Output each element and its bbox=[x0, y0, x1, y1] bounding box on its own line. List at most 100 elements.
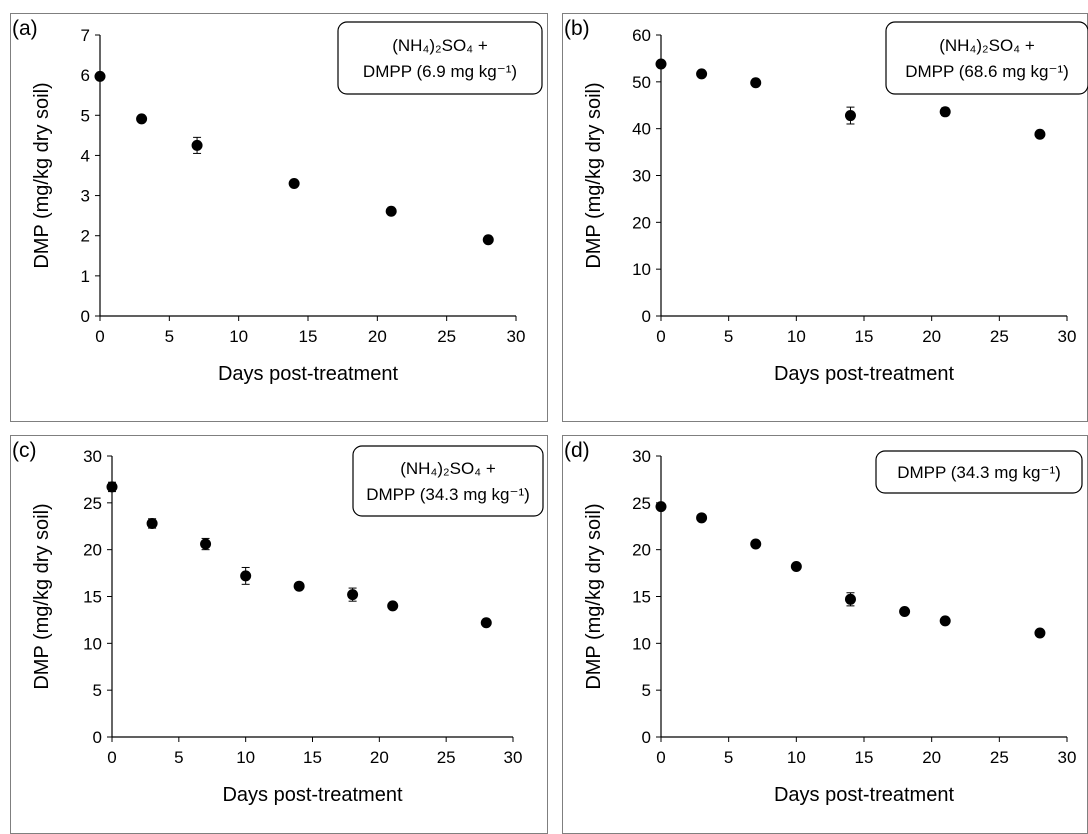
y-tick-label: 15 bbox=[632, 588, 651, 607]
data-point bbox=[696, 512, 708, 524]
x-tick-label: 0 bbox=[95, 327, 104, 346]
data-point bbox=[750, 77, 762, 89]
y-tick-label: 15 bbox=[83, 588, 102, 607]
panel-border bbox=[562, 435, 1088, 834]
legend-box bbox=[885, 21, 1088, 95]
x-tick-label: 20 bbox=[922, 748, 941, 767]
chart-panel: (b) 0 10 20 30 40 50 60 0 5 10 15 20 25 30 Days post-tr… bbox=[562, 13, 1088, 422]
x-tick-label: 15 bbox=[855, 748, 874, 767]
x-tick-label: 15 bbox=[299, 327, 318, 346]
legend-text: (NH₄)₂SO₄ + bbox=[400, 459, 496, 478]
data-point bbox=[385, 205, 397, 217]
y-tick-label: 50 bbox=[632, 73, 651, 92]
x-tick-label: 30 bbox=[504, 748, 523, 767]
x-tick-label: 10 bbox=[787, 748, 806, 767]
x-tick-label: 30 bbox=[1058, 748, 1077, 767]
x-tick-label: 5 bbox=[724, 327, 733, 346]
legend-box bbox=[337, 21, 543, 95]
x-tick-label: 25 bbox=[990, 748, 1009, 767]
y-tick-label: 10 bbox=[83, 634, 102, 653]
x-axis-label: Days post-treatment bbox=[222, 784, 403, 806]
legend: (NH₄)₂SO₄ + DMPP (34.3 mg kg⁻¹) bbox=[352, 445, 544, 517]
data-point bbox=[482, 234, 494, 246]
y-axis-label: DMP (mg/kg dry soil) bbox=[583, 503, 605, 689]
x-axis-label: Days post-treatment bbox=[774, 784, 955, 806]
panel-label: (d) bbox=[564, 439, 590, 462]
y-tick-label: 60 bbox=[632, 26, 651, 45]
legend-text: (NH₄)₂SO₄ + bbox=[939, 36, 1035, 55]
y-tick-label: 0 bbox=[642, 728, 651, 747]
panel-label: (a) bbox=[12, 17, 38, 40]
legend-box bbox=[352, 445, 544, 517]
y-tick-label: 10 bbox=[632, 260, 651, 279]
x-tick-label: 0 bbox=[656, 327, 665, 346]
data-point bbox=[655, 58, 667, 70]
data-point bbox=[347, 589, 359, 601]
y-tick-label: 2 bbox=[81, 227, 90, 246]
data-point bbox=[136, 113, 148, 125]
x-tick-label: 20 bbox=[370, 748, 389, 767]
x-tick-label: 5 bbox=[165, 327, 174, 346]
x-tick-label: 10 bbox=[229, 327, 248, 346]
legend: (NH₄)₂SO₄ + DMPP (6.9 mg kg⁻¹) bbox=[337, 21, 543, 95]
x-tick-label: 5 bbox=[724, 748, 733, 767]
y-tick-label: 40 bbox=[632, 120, 651, 139]
chart-panel: (d) 0 5 10 15 20 25 30 0 5 10 15 20 25 30 Days post-tre… bbox=[562, 435, 1088, 834]
y-axis-label: DMP (mg/kg dry soil) bbox=[31, 503, 53, 689]
data-point bbox=[844, 593, 856, 605]
x-tick-label: 10 bbox=[236, 748, 255, 767]
y-tick-label: 20 bbox=[632, 213, 651, 232]
y-tick-label: 25 bbox=[83, 494, 102, 513]
x-tick-label: 15 bbox=[303, 748, 322, 767]
data-point bbox=[288, 178, 300, 190]
data-point bbox=[696, 68, 708, 80]
data-point bbox=[750, 538, 762, 550]
legend: (NH₄)₂SO₄ + DMPP (68.6 mg kg⁻¹) bbox=[885, 21, 1088, 95]
panel-label: (c) bbox=[12, 439, 37, 462]
y-tick-label: 10 bbox=[632, 634, 651, 653]
y-tick-label: 3 bbox=[81, 187, 90, 206]
x-tick-label: 0 bbox=[656, 748, 665, 767]
panel-label: (b) bbox=[564, 17, 590, 40]
data-point bbox=[480, 617, 492, 629]
y-tick-label: 20 bbox=[83, 541, 102, 560]
legend-text: (NH₄)₂SO₄ + bbox=[392, 36, 488, 55]
y-tick-label: 1 bbox=[81, 267, 90, 286]
data-point bbox=[146, 517, 158, 529]
legend-text: DMPP (6.9 mg kg⁻¹) bbox=[363, 62, 517, 81]
y-tick-label: 0 bbox=[642, 307, 651, 326]
legend-box bbox=[875, 450, 1083, 494]
y-tick-label: 30 bbox=[632, 447, 651, 466]
x-tick-label: 15 bbox=[855, 327, 874, 346]
data-point bbox=[106, 481, 118, 493]
x-tick-label: 0 bbox=[107, 748, 116, 767]
data-point bbox=[790, 561, 802, 573]
x-tick-label: 25 bbox=[990, 327, 1009, 346]
y-tick-label: 4 bbox=[81, 146, 90, 165]
y-tick-label: 20 bbox=[632, 541, 651, 560]
x-tick-label: 25 bbox=[437, 748, 456, 767]
x-tick-label: 30 bbox=[1058, 327, 1077, 346]
x-tick-label: 20 bbox=[368, 327, 387, 346]
y-axis-label: DMP (mg/kg dry soil) bbox=[583, 82, 605, 268]
x-axis-label: Days post-treatment bbox=[774, 363, 955, 385]
data-point bbox=[844, 110, 856, 122]
y-tick-label: 30 bbox=[632, 167, 651, 186]
data-point bbox=[191, 139, 203, 151]
x-tick-label: 30 bbox=[507, 327, 526, 346]
y-tick-label: 25 bbox=[632, 494, 651, 513]
y-tick-label: 0 bbox=[93, 728, 102, 747]
y-tick-label: 7 bbox=[81, 26, 90, 45]
data-point bbox=[939, 615, 951, 627]
x-tick-label: 20 bbox=[922, 327, 941, 346]
data-point bbox=[387, 600, 399, 612]
data-point bbox=[899, 605, 911, 617]
legend: DMPP (34.3 mg kg⁻¹) bbox=[875, 450, 1083, 494]
data-point bbox=[240, 570, 252, 582]
data-point bbox=[94, 70, 106, 82]
data-point bbox=[939, 106, 951, 118]
data-point bbox=[200, 538, 212, 550]
legend-text: DMPP (34.3 mg kg⁻¹) bbox=[897, 463, 1061, 482]
legend-text: DMPP (68.6 mg kg⁻¹) bbox=[905, 62, 1069, 81]
